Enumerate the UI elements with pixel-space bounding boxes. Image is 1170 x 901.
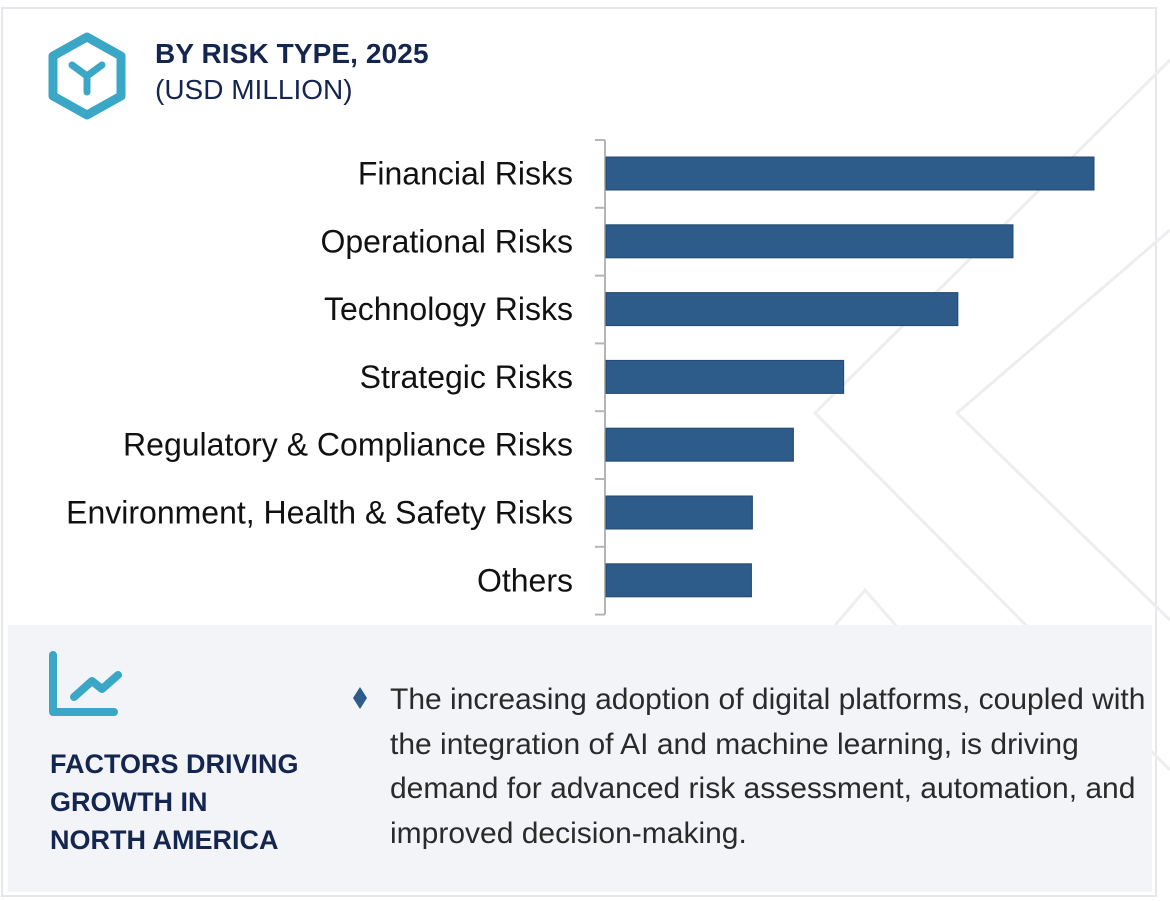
bar-others <box>605 563 752 598</box>
category-label: Operational Risks <box>320 223 573 259</box>
category-label: Technology Risks <box>324 291 573 327</box>
factors-panel <box>8 625 1152 892</box>
bar-operational-risks <box>605 224 1014 259</box>
category-label: Environment, Health & Safety Risks <box>66 495 573 531</box>
diamond-bullet-icon <box>353 687 367 709</box>
factor-bullet-text: The increasing adoption of digital platf… <box>390 683 1146 850</box>
hexagon-y-icon <box>48 32 126 120</box>
category-label: Strategic Risks <box>360 359 573 395</box>
category-label: Financial Risks <box>358 156 573 192</box>
category-label: Regulatory & Compliance Risks <box>123 427 573 463</box>
factors-title-line: GROWTH IN <box>50 787 208 817</box>
chart-subtitle: (USD MILLION) <box>155 74 353 105</box>
bar-technology-risks <box>605 292 959 327</box>
bar-strategic-risks <box>605 359 845 394</box>
bar-financial-risks <box>605 156 1095 191</box>
factors-title-line: FACTORS DRIVING <box>50 749 299 779</box>
bar-regulatory-compliance-risks <box>605 427 794 462</box>
bar-environment-health-safety-risks <box>605 495 753 530</box>
chart-title: BY RISK TYPE, 2025 <box>155 38 429 69</box>
bar-chart: Financial Risks Operational Risks Technolo… <box>66 139 1095 616</box>
factors-title: FACTORS DRIVING GROWTH IN NORTH AMERICA <box>50 745 340 859</box>
category-label: Others <box>477 562 573 598</box>
factors-title-line: NORTH AMERICA <box>50 825 279 855</box>
line-chart-icon <box>49 651 122 716</box>
